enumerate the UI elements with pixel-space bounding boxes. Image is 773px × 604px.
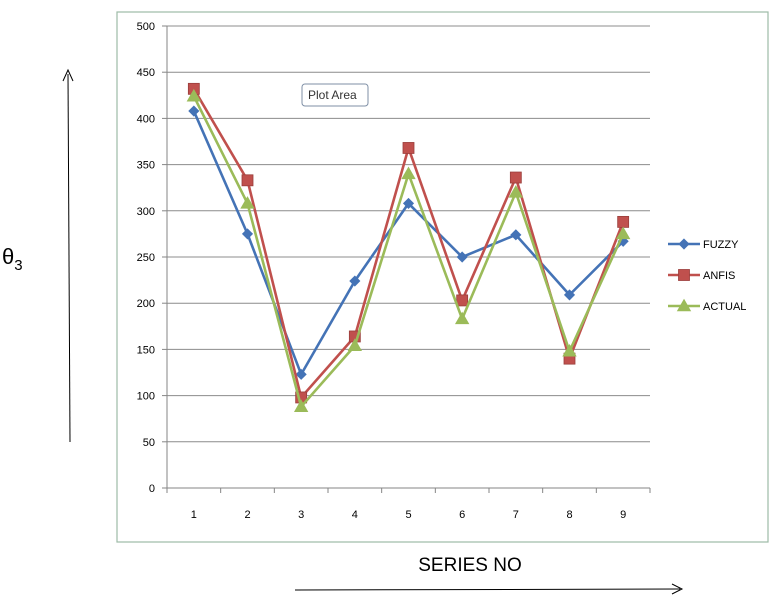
series-actual	[186, 88, 631, 412]
plot-area-tooltip: Plot Area	[301, 83, 369, 107]
series-fuzzy	[188, 105, 629, 380]
data-point-actual	[293, 399, 309, 412]
x-tick-label: 5	[405, 509, 411, 521]
data-point-actual	[562, 343, 577, 357]
data-point-actual	[454, 311, 470, 325]
x-tick-label: 1	[191, 509, 197, 521]
x-axis-arrow	[294, 583, 684, 595]
data-point-anfis	[617, 215, 630, 228]
data-point-fuzzy	[349, 275, 361, 287]
data-point-fuzzy	[295, 368, 307, 380]
data-point-anfis	[402, 142, 415, 154]
data-point-actual	[240, 196, 255, 209]
y-tick-label: 500	[137, 21, 155, 33]
chart-area	[116, 11, 769, 543]
legend-item-actual: ACTUAL	[668, 298, 746, 313]
legend-label-fuzzy: FUZZY	[703, 239, 739, 251]
x-tick-label: 3	[298, 509, 304, 521]
data-point-actual	[347, 338, 363, 351]
y-axis-label: θ3	[2, 244, 23, 274]
y-tick-label: 250	[137, 252, 155, 264]
data-point-fuzzy	[456, 251, 468, 263]
data-point-fuzzy	[402, 197, 415, 209]
plot-area-tooltip-text: Plot Area	[308, 88, 357, 102]
data-point-fuzzy	[563, 289, 576, 301]
legend-marker-actual	[676, 298, 692, 312]
data-point-anfis	[241, 174, 254, 187]
x-tick-label: 4	[352, 509, 358, 521]
data-point-actual	[401, 166, 416, 180]
legend-label-anfis: ANFIS	[703, 270, 735, 282]
x-tick-label: 8	[566, 509, 572, 521]
legend-marker-anfis	[678, 269, 690, 281]
y-axis-ticks: 0 50 100 150 200 250 300 350 400 450 500	[137, 21, 155, 495]
y-tick-label: 300	[137, 206, 155, 218]
y-axis-arrow	[62, 68, 74, 443]
data-point-fuzzy	[241, 228, 254, 240]
data-point-actual	[508, 185, 524, 198]
y-tick-label: 150	[137, 344, 155, 356]
y-axis-label-base: θ	[2, 244, 14, 269]
legend: FUZZY ANFIS ACTUAL	[668, 238, 746, 313]
data-point-actual	[186, 88, 202, 102]
data-point-fuzzy	[510, 229, 522, 241]
data-point-fuzzy	[188, 105, 200, 117]
x-tick-label: 7	[513, 509, 519, 521]
data-point-anfis	[509, 171, 522, 184]
y-axis-label-sub: 3	[14, 257, 22, 274]
x-axis-ticks: 1 2 3 4 5 6 7 8 9	[191, 509, 626, 521]
y-tick-label: 0	[149, 483, 155, 495]
legend-marker-fuzzy	[678, 238, 690, 250]
data-point-anfis	[456, 294, 469, 307]
y-tick-label: 350	[137, 160, 155, 172]
y-tick-label: 450	[137, 67, 155, 79]
x-tick-label: 9	[620, 509, 626, 521]
y-tick-label: 200	[137, 298, 155, 310]
series-group	[186, 82, 631, 412]
y-tick-label: 50	[143, 437, 155, 449]
legend-item-anfis: ANFIS	[668, 269, 735, 282]
y-tick-label: 100	[137, 391, 155, 403]
data-point-actual	[615, 226, 631, 240]
y-tick-label: 400	[137, 113, 155, 125]
x-tick-label: 6	[459, 509, 465, 521]
gridlines	[162, 25, 651, 493]
x-axis-label: SERIES NO	[418, 555, 521, 576]
x-tick-label: 2	[244, 509, 250, 521]
legend-label-actual: ACTUAL	[703, 301, 746, 313]
svg-text:θ3: θ3	[2, 244, 23, 274]
legend-item-fuzzy: FUZZY	[668, 238, 739, 251]
